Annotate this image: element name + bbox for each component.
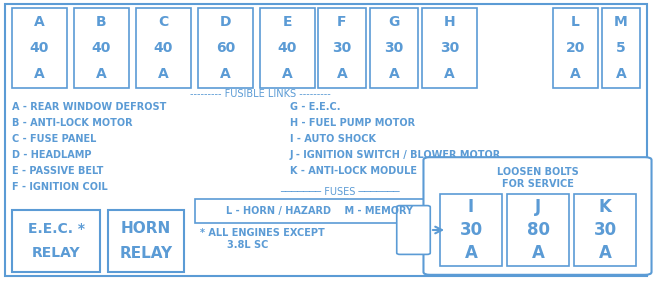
Text: G - E.E.C.: G - E.E.C. <box>290 102 340 112</box>
Text: 30: 30 <box>385 41 404 55</box>
Text: A: A <box>389 67 400 81</box>
Text: RELAY: RELAY <box>32 246 80 260</box>
Text: A: A <box>34 15 45 30</box>
Text: H: H <box>443 15 455 30</box>
Text: C - FUSE PANEL: C - FUSE PANEL <box>12 134 97 144</box>
Text: A: A <box>34 67 45 81</box>
Text: A: A <box>282 67 293 81</box>
Text: B - ANTI-LOCK MOTOR: B - ANTI-LOCK MOTOR <box>12 118 133 128</box>
Text: C: C <box>159 15 168 30</box>
Text: L - HORN / HAZARD    M - MEMORY: L - HORN / HAZARD M - MEMORY <box>227 206 413 216</box>
Bar <box>507 194 569 266</box>
Text: A: A <box>570 67 581 81</box>
Text: LOOSEN BOLTS: LOOSEN BOLTS <box>497 167 579 177</box>
Text: 40: 40 <box>30 41 49 55</box>
Text: F - IGNITION COIL: F - IGNITION COIL <box>12 182 108 192</box>
FancyBboxPatch shape <box>397 206 430 254</box>
Text: A: A <box>96 67 107 81</box>
Text: G: G <box>389 15 400 30</box>
Text: 5: 5 <box>616 41 626 55</box>
Text: RELAY: RELAY <box>119 246 172 261</box>
Text: A: A <box>220 67 231 81</box>
Text: A: A <box>158 67 169 81</box>
Text: ─────── FUSES ───────: ─────── FUSES ─────── <box>280 187 400 197</box>
Text: 80: 80 <box>526 221 550 239</box>
Bar <box>260 8 315 88</box>
Bar <box>440 194 502 266</box>
Text: M: M <box>614 15 628 30</box>
Text: FOR SERVICE: FOR SERVICE <box>502 179 573 189</box>
Text: E: E <box>283 15 293 30</box>
Bar <box>12 210 100 272</box>
Text: B: B <box>96 15 107 30</box>
Text: A: A <box>444 67 455 81</box>
Text: D - HEADLAMP: D - HEADLAMP <box>12 150 91 160</box>
Bar <box>574 194 636 266</box>
Text: 40: 40 <box>278 41 297 55</box>
Text: J: J <box>535 198 541 216</box>
Text: 30: 30 <box>594 221 616 239</box>
Text: * ALL ENGINES EXCEPT
        3.8L SC: * ALL ENGINES EXCEPT 3.8L SC <box>200 228 325 250</box>
Text: A: A <box>616 67 626 81</box>
Text: L: L <box>571 15 580 30</box>
Text: F: F <box>337 15 347 30</box>
Bar <box>74 8 129 88</box>
Text: 30: 30 <box>460 221 483 239</box>
Text: K: K <box>599 198 611 216</box>
Text: A: A <box>464 244 477 262</box>
Text: 30: 30 <box>440 41 459 55</box>
Bar <box>198 8 253 88</box>
Text: K - ANTI-LOCK MODULE: K - ANTI-LOCK MODULE <box>290 166 417 176</box>
Text: I - AUTO SHOCK: I - AUTO SHOCK <box>290 134 376 144</box>
Bar <box>136 8 191 88</box>
Bar <box>108 210 184 272</box>
Text: I: I <box>468 198 474 216</box>
Text: --------- FUSIBLE LINKS ---------: --------- FUSIBLE LINKS --------- <box>189 89 330 99</box>
Text: A: A <box>337 67 347 81</box>
Text: A: A <box>532 244 545 262</box>
Bar <box>195 199 445 223</box>
Text: 20: 20 <box>565 41 585 55</box>
Text: E - PASSIVE BELT: E - PASSIVE BELT <box>12 166 103 176</box>
Bar <box>318 8 366 88</box>
Text: D: D <box>220 15 231 30</box>
FancyBboxPatch shape <box>423 157 652 275</box>
Text: 60: 60 <box>216 41 235 55</box>
Text: H - FUEL PUMP MOTOR: H - FUEL PUMP MOTOR <box>290 118 415 128</box>
Text: 40: 40 <box>154 41 173 55</box>
Text: HORN: HORN <box>121 221 171 236</box>
Bar <box>602 8 640 88</box>
Bar <box>370 8 418 88</box>
Bar <box>422 8 477 88</box>
Text: A - REAR WINDOW DEFROST: A - REAR WINDOW DEFROST <box>12 102 167 112</box>
Bar <box>553 8 598 88</box>
Text: A: A <box>599 244 611 262</box>
Text: E.E.C. *: E.E.C. * <box>27 222 84 235</box>
Bar <box>12 8 67 88</box>
Text: 40: 40 <box>92 41 111 55</box>
Text: J - IGNITION SWITCH / BLOWER MOTOR: J - IGNITION SWITCH / BLOWER MOTOR <box>290 150 502 160</box>
Text: 30: 30 <box>332 41 351 55</box>
